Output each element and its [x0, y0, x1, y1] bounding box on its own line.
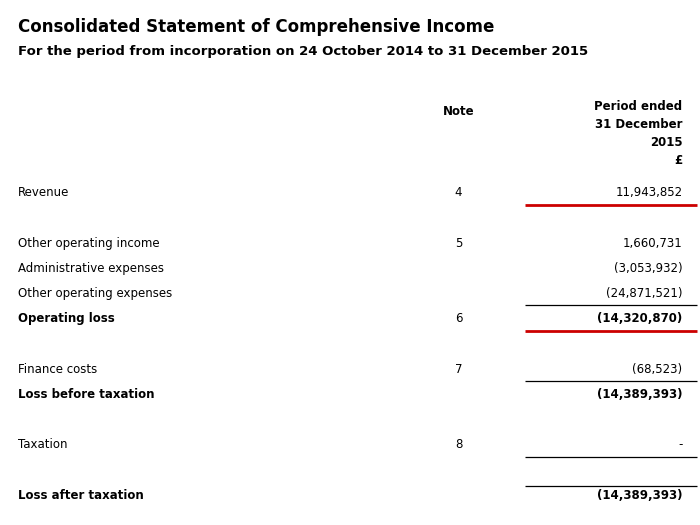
- Text: Loss before taxation: Loss before taxation: [18, 388, 154, 401]
- Text: Period ended
31 December
2015
£: Period ended 31 December 2015 £: [594, 100, 682, 167]
- Text: (14,389,393): (14,389,393): [597, 489, 682, 502]
- Text: 1,660,731: 1,660,731: [623, 237, 682, 250]
- Text: Finance costs: Finance costs: [18, 363, 97, 376]
- Text: For the period from incorporation on 24 October 2014 to 31 December 2015: For the period from incorporation on 24 …: [18, 45, 587, 58]
- Text: Operating loss: Operating loss: [18, 312, 114, 326]
- Text: 6: 6: [455, 312, 462, 326]
- Text: 7: 7: [455, 363, 462, 376]
- Text: Administrative expenses: Administrative expenses: [18, 262, 164, 275]
- Text: (3,053,932): (3,053,932): [614, 262, 682, 275]
- Text: Taxation: Taxation: [18, 438, 67, 452]
- Text: 8: 8: [455, 438, 462, 452]
- Text: -: -: [678, 438, 682, 452]
- Text: Revenue: Revenue: [18, 186, 69, 200]
- Text: Note: Note: [442, 105, 475, 118]
- Text: (68,523): (68,523): [632, 363, 682, 376]
- Text: 4: 4: [455, 186, 462, 200]
- Text: (14,389,393): (14,389,393): [597, 388, 682, 401]
- Text: 5: 5: [455, 237, 462, 250]
- Text: Consolidated Statement of Comprehensive Income: Consolidated Statement of Comprehensive …: [18, 18, 494, 36]
- Text: Other operating income: Other operating income: [18, 237, 159, 250]
- Text: Loss after taxation: Loss after taxation: [18, 489, 144, 502]
- Text: 11,943,852: 11,943,852: [615, 186, 682, 200]
- Text: (14,320,870): (14,320,870): [597, 312, 682, 326]
- Text: Other operating expenses: Other operating expenses: [18, 287, 172, 300]
- Text: (24,871,521): (24,871,521): [606, 287, 682, 300]
